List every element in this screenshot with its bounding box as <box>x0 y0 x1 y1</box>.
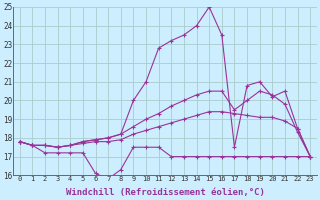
X-axis label: Windchill (Refroidissement éolien,°C): Windchill (Refroidissement éolien,°C) <box>66 188 264 197</box>
